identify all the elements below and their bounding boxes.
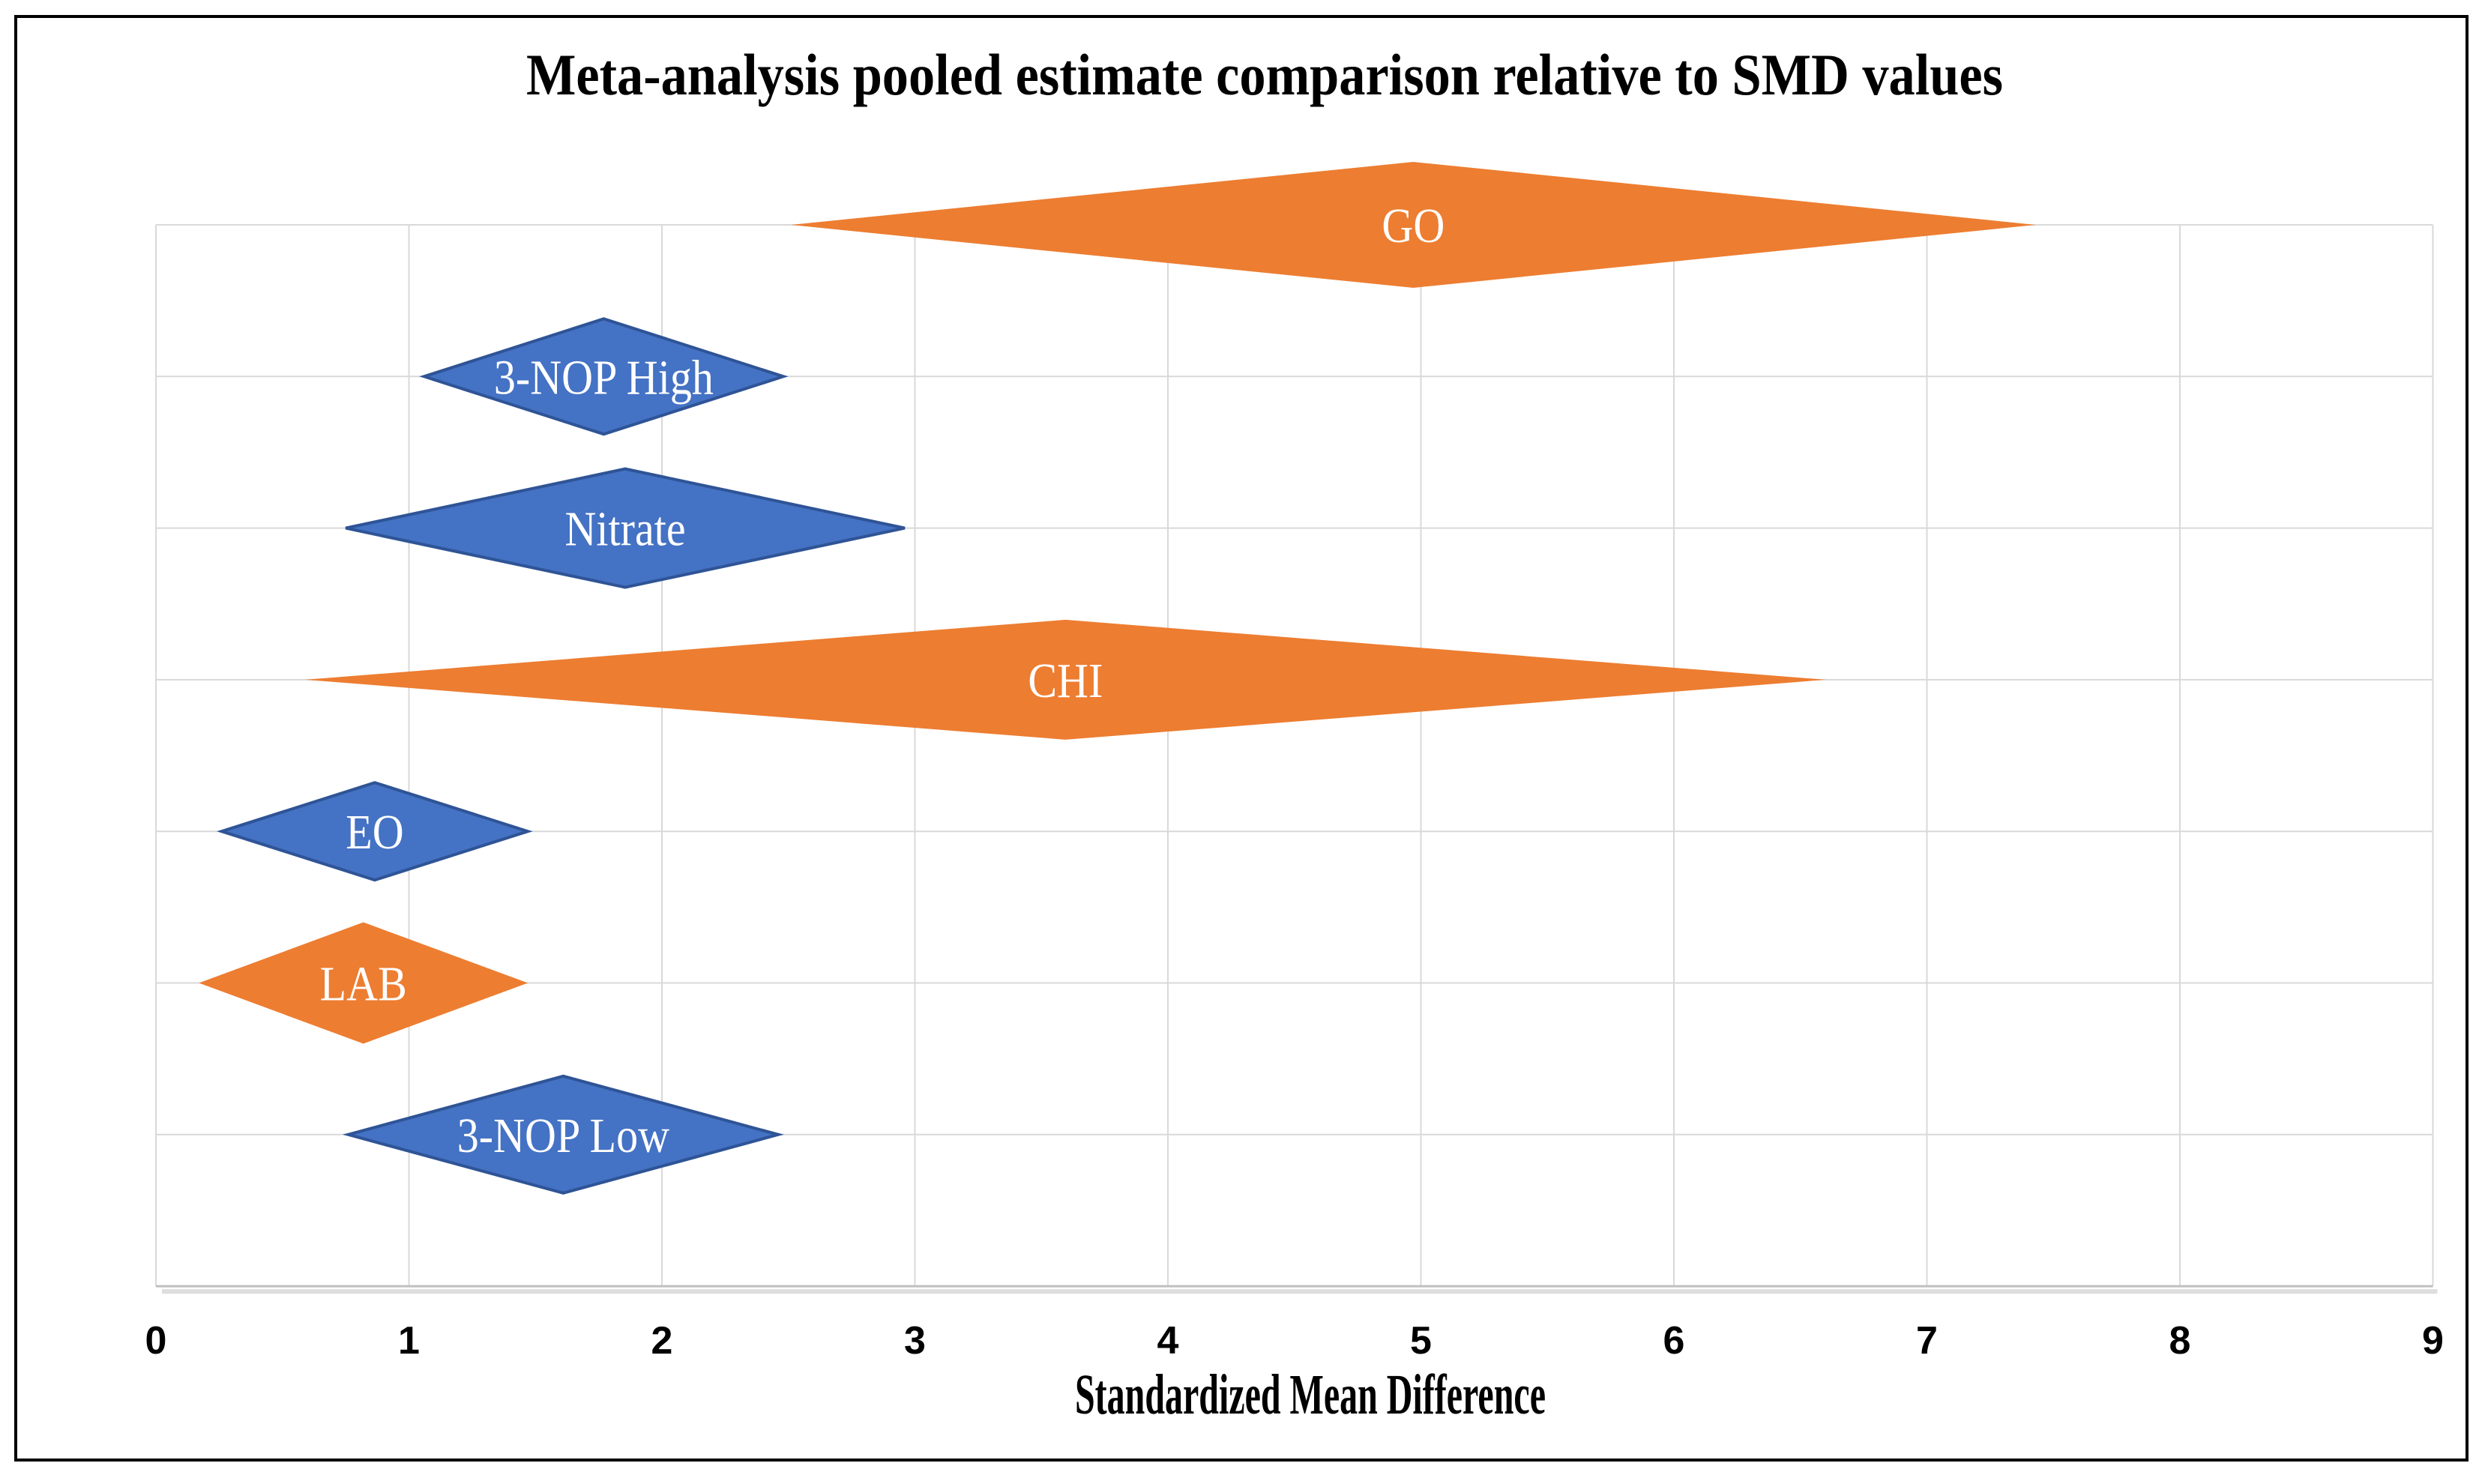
x-axis-title: Standardized Mean Difference [1075, 1363, 1546, 1426]
diamond-label-chi: CHI [1028, 654, 1103, 708]
x-tick-2: 2 [651, 1319, 673, 1363]
diamond-label-3-nop-high: 3-NOP High [494, 351, 714, 405]
diamond-label-nitrate: Nitrate [564, 502, 685, 556]
x-tick-5: 5 [1410, 1319, 1432, 1363]
diamond-lab [199, 922, 528, 1044]
x-tick-4: 4 [1157, 1319, 1179, 1363]
diamond-3-nop-high [419, 317, 789, 436]
diamond-label-3-nop-low: 3-NOP Low [457, 1109, 669, 1162]
x-tick-6: 6 [1663, 1319, 1685, 1363]
diamond-3-nop-low [342, 1074, 784, 1195]
diamond-label-go: GO [1382, 199, 1445, 253]
x-axis-ticks: 0 1 2 3 4 5 6 7 8 9 [145, 1319, 2444, 1363]
chart-title: Meta-analysis pooled estimate comparison… [526, 42, 2003, 107]
x-axis-line-group [156, 1285, 2438, 1294]
diamond-label-lab: LAB [320, 957, 407, 1011]
x-tick-0: 0 [145, 1319, 167, 1363]
diamond-nitrate [345, 467, 906, 589]
x-tick-7: 7 [1916, 1319, 1938, 1363]
figure-border [14, 15, 2469, 1462]
x-tick-9: 9 [2422, 1319, 2444, 1363]
x-tick-8: 8 [2169, 1319, 2191, 1363]
x-tick-3: 3 [904, 1319, 926, 1363]
diamond-go [791, 162, 2036, 288]
diamond-label-eo: EO [346, 806, 403, 860]
x-tick-1: 1 [398, 1319, 420, 1363]
diamond-chi [305, 619, 1826, 740]
diamond-series: GO 3-NOP High Nitrate CHI EO LAB 3-NOP Low [199, 162, 2036, 1195]
diamond-eo [217, 781, 533, 882]
